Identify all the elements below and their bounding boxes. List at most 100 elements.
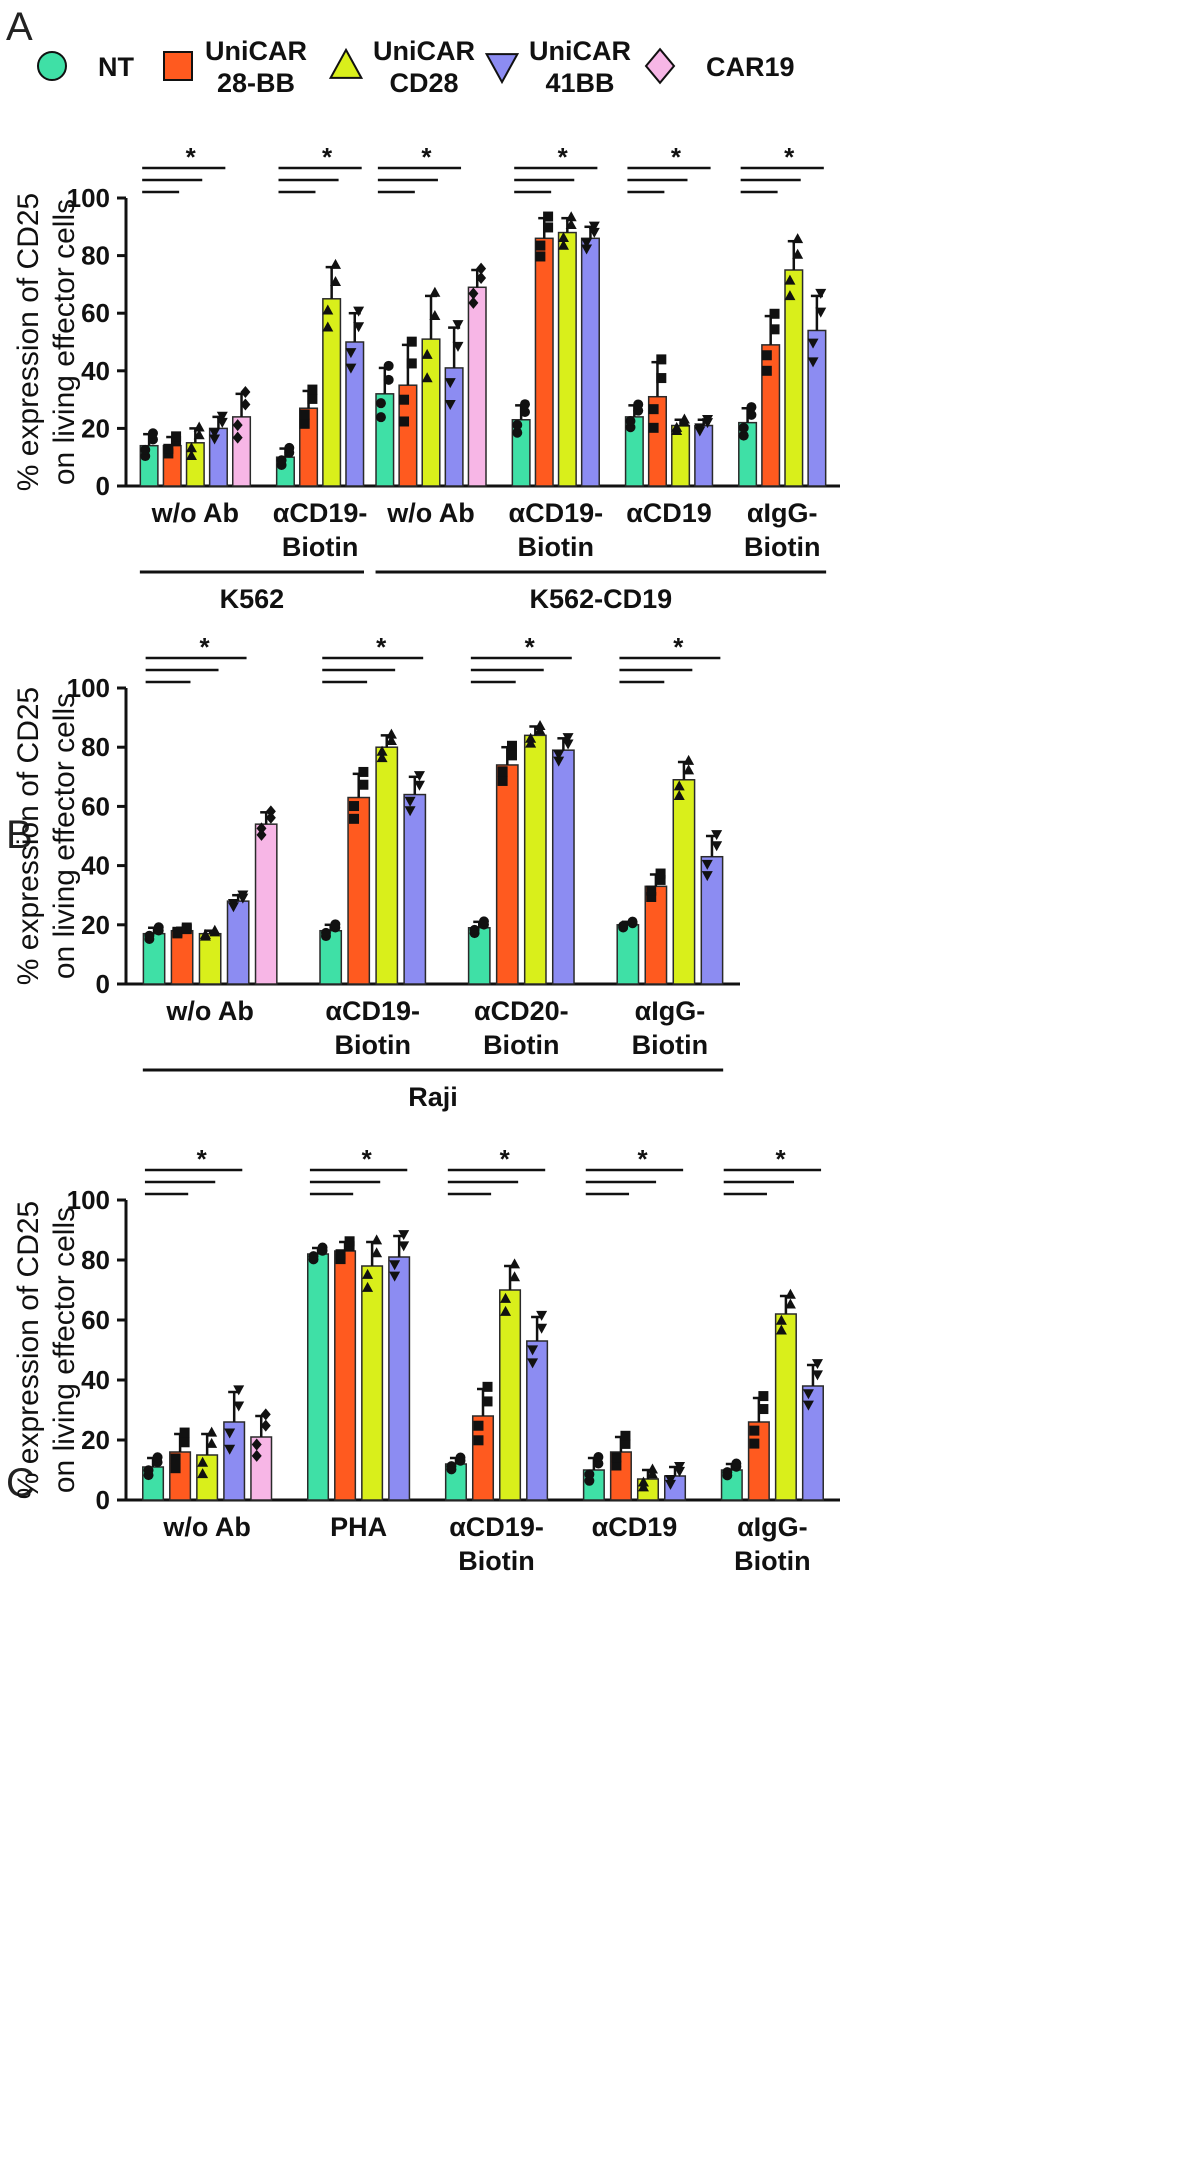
data-point-unicar-41bb (452, 341, 464, 352)
x-category-label: Biotin (334, 1030, 410, 1060)
data-point-nt (143, 1465, 154, 1476)
bar-unicar-28-bb (495, 764, 519, 985)
data-point-unicar-cd28 (637, 1476, 649, 1487)
data-point-nt (383, 360, 394, 371)
data-point-unicar-28-bb (406, 358, 417, 369)
bar-car19 (467, 286, 487, 487)
data-point-car19 (251, 1449, 262, 1462)
data-point-unicar-cd28 (197, 1456, 209, 1467)
significance-star: * (673, 632, 684, 662)
data-point-unicar-cd28 (673, 780, 685, 791)
data-point-unicar-41bb (233, 1401, 245, 1412)
data-point-car19 (251, 1438, 262, 1451)
data-point-car19 (232, 419, 243, 432)
data-point-unicar-41bb (353, 322, 365, 333)
data-point-unicar-28-bb (611, 1452, 622, 1463)
data-point-unicar-cd28 (792, 248, 804, 259)
x-category-label: αIgG- (747, 498, 818, 528)
bar-group-0 (139, 385, 252, 487)
x-category-label: αCD20- (474, 996, 569, 1026)
data-point-unicar-28-bb (648, 422, 659, 433)
x-category-label: Biotin (483, 1030, 559, 1060)
data-point-unicar-41bb (581, 244, 593, 255)
data-point-car19 (468, 287, 479, 300)
y-tick-label: 0 (96, 471, 110, 501)
data-point-unicar-28-bb (344, 1236, 355, 1247)
data-point-unicar-41bb (216, 411, 228, 422)
bar-unicar-cd28 (557, 231, 577, 487)
data-point-unicar-41bb (802, 1400, 814, 1411)
data-point-unicar-41bb (237, 890, 249, 901)
y-tick-label: 0 (96, 969, 110, 999)
y-tick-label: 100 (67, 1185, 110, 1215)
bar-group-5 (738, 233, 827, 487)
bar-unicar-41bb (226, 900, 250, 985)
data-point-unicar-28-bb (307, 384, 318, 395)
data-point-unicar-41bb (413, 780, 425, 791)
nt-legend-marker-icon (37, 51, 67, 81)
data-point-unicar-28-bb (646, 885, 657, 896)
data-point-unicar-cd28 (197, 1468, 209, 1479)
bar-nt (375, 393, 395, 487)
data-point-nt (519, 406, 530, 417)
data-point-unicar-41bb (536, 1310, 548, 1321)
x-category-label: αCD19- (273, 498, 368, 528)
data-point-unicar-41bb (702, 415, 714, 426)
y-tick-label: 60 (81, 1305, 110, 1335)
data-point-unicar-41bb (811, 1370, 823, 1381)
significance-star: * (322, 142, 333, 172)
significance-star: * (525, 632, 536, 662)
data-point-unicar-41bb (444, 399, 456, 410)
data-point-unicar-28-bb (497, 766, 508, 777)
data-point-unicar-28-bb (535, 251, 546, 262)
x-category-label: αIgG- (635, 996, 706, 1026)
data-point-unicar-28-bb (172, 926, 183, 937)
data-point-unicar-28-bb (497, 775, 508, 786)
bar-group-4 (720, 1288, 824, 1501)
group-bracket-label: Raji (408, 1082, 458, 1112)
bar-unicar-41bb (807, 329, 827, 487)
bar-group-3 (582, 1430, 687, 1501)
data-point-nt (455, 1452, 466, 1463)
data-point-unicar-28-bb (656, 373, 667, 384)
data-point-unicar-28-bb (179, 1437, 190, 1448)
data-point-nt (746, 402, 757, 413)
data-point-unicar-41bb (345, 348, 357, 359)
data-point-unicar-cd28 (385, 728, 397, 739)
data-point-nt (446, 1461, 457, 1472)
data-point-unicar-41bb (527, 1345, 539, 1356)
data-point-car19 (468, 296, 479, 309)
x-category-label: αCD19- (449, 1512, 544, 1542)
data-point-nt (317, 1242, 328, 1253)
data-point-unicar-cd28 (565, 211, 577, 222)
data-point-nt (147, 428, 158, 439)
data-point-car19 (260, 1419, 271, 1432)
data-point-nt (469, 924, 480, 935)
data-point-unicar-28-bb (307, 393, 318, 404)
bar-group-0 (142, 805, 278, 985)
bar-unicar-41bb (444, 367, 464, 487)
data-point-unicar-28-bb (406, 336, 417, 347)
x-category-label: w/o Ab (151, 498, 240, 528)
data-point-unicar-cd28 (429, 310, 441, 321)
group-bracket-label: K562-CD19 (530, 584, 673, 614)
legend-label: NT (98, 52, 134, 82)
data-point-unicar-41bb (227, 899, 239, 910)
data-point-unicar-41bb (588, 227, 600, 238)
data-point-nt (738, 430, 749, 441)
legend-item-car19: CAR19 (644, 47, 795, 85)
bar-unicar-41bb (694, 424, 714, 487)
data-point-unicar-cd28 (784, 1288, 796, 1299)
data-point-unicar-cd28 (376, 752, 388, 763)
data-point-unicar-cd28 (784, 1298, 796, 1309)
data-point-unicar-28-bb (179, 1427, 190, 1438)
bar-group-3 (616, 754, 724, 985)
y-tick-label: 80 (81, 241, 110, 271)
data-point-unicar-41bb (353, 306, 365, 317)
data-point-unicar-41bb (553, 750, 565, 761)
data-point-unicar-41bb (209, 428, 221, 439)
data-point-unicar-28-bb (769, 324, 780, 335)
data-point-unicar-cd28 (784, 274, 796, 285)
data-point-unicar-cd28 (509, 1271, 521, 1282)
bar-group-3 (511, 211, 600, 487)
